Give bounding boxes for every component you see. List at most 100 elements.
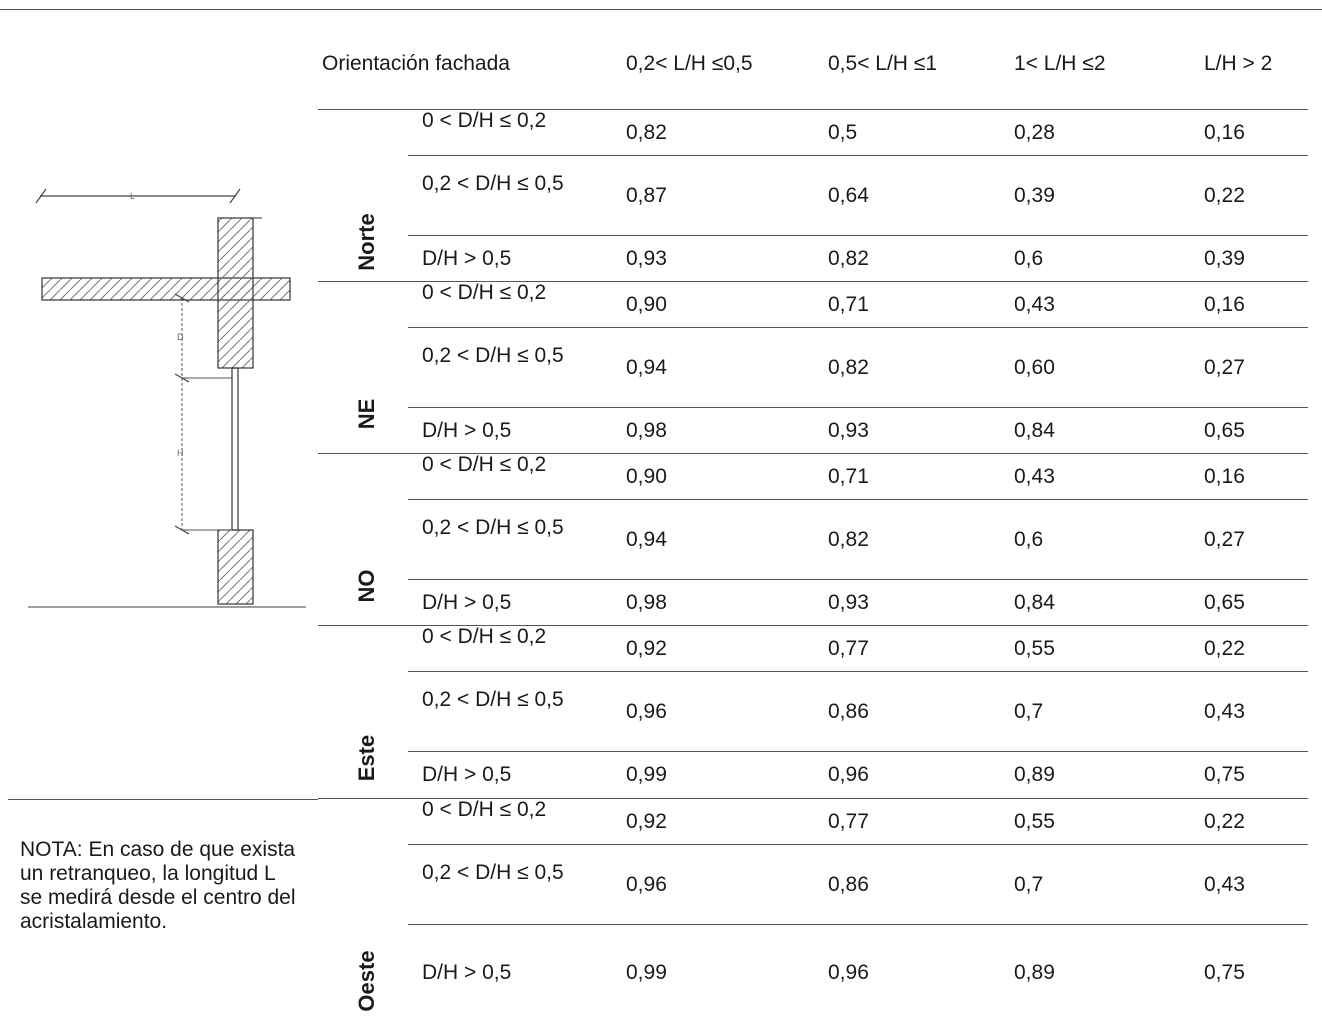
row-label: 0,2 < D/H ≤ 0,5 [422,861,564,884]
table-cell: 0,55 [1014,637,1055,660]
table-cell: 0,92 [626,637,667,660]
table-cell: 0,71 [828,293,869,316]
row-label: D/H > 0,5 [422,961,512,984]
table-cell: 0,43 [1014,293,1055,316]
row-label: D/H > 0,5 [422,763,512,786]
table-cell: 0,75 [1204,763,1245,786]
column-header-0: 0,2< L/H ≤0,5 [626,52,753,75]
table-cell: 0,16 [1204,293,1245,316]
table-cell: 0,22 [1204,637,1245,660]
wall-lower [217,529,254,605]
table-cell: 0,6 [1014,247,1044,270]
table-cell: 0,82 [828,528,869,551]
row-rule [408,924,1308,925]
table-cell: 0,39 [1014,184,1055,207]
table-cell: 0,5 [828,121,858,144]
row-label: 0,2 < D/H ≤ 0,5 [422,172,564,195]
table-cell: 0,82 [828,356,869,379]
row-label: 0 < D/H ≤ 0,2 [422,109,547,132]
table-cell: 0,60 [1014,356,1055,379]
row-label: D/H > 0,5 [422,247,512,270]
table-cell: 0,22 [1204,184,1245,207]
table-cell: 0,98 [626,419,667,442]
table-cell: 0,22 [1204,810,1245,833]
table-cell: 0,94 [626,528,667,551]
orientation-label: Este [354,734,379,782]
orientation-label: Oeste [354,950,379,1012]
orientation-label: Norte [354,213,379,271]
table-cell: 0,16 [1204,121,1245,144]
label-l: L [130,191,135,201]
glazing [231,367,239,531]
wall-upper [217,217,254,369]
table-cell: 0,89 [1014,961,1055,984]
table-cell: 0,98 [626,591,667,614]
table-cell: 0,65 [1204,419,1245,442]
table-cell: 0,84 [1014,419,1055,442]
table-cell: 0,96 [828,961,869,984]
row-label: 0 < D/H ≤ 0,2 [422,798,547,821]
overhang-section-diagram: L D H [28,188,306,608]
note-rule [8,799,318,800]
orientation-header: Orientación fachada [322,52,510,75]
row-label: 0,2 < D/H ≤ 0,5 [422,688,564,711]
table-cell: 0,93 [626,247,667,270]
table-cell: 0,43 [1014,465,1055,488]
table-cell: 0,64 [828,184,869,207]
table-cell: 0,6 [1014,528,1044,551]
row-rule [408,844,1308,845]
row-label: 0 < D/H ≤ 0,2 [422,281,547,304]
group-rule [318,281,1308,282]
table-cell: 0,92 [626,810,667,833]
table-cell: 0,96 [626,873,667,896]
row-rule [408,327,1308,328]
row-rule [408,751,1308,752]
table-cell: 0,43 [1204,873,1245,896]
table-cell: 0,82 [828,247,869,270]
table-cell: 0,82 [626,121,667,144]
row-label: D/H > 0,5 [422,419,512,442]
table-cell: 0,86 [828,700,869,723]
group-rule [318,453,1308,454]
table-cell: 0,89 [1014,763,1055,786]
table-cell: 0,99 [626,763,667,786]
column-header-3: L/H > 2 [1204,52,1273,75]
table-cell: 0,75 [1204,961,1245,984]
table-cell: 0,55 [1014,810,1055,833]
row-rule [408,499,1308,500]
table-cell: 0,90 [626,293,667,316]
table-cell: 0,77 [828,810,869,833]
label-d: D [177,332,184,342]
orientation-label: NE [354,398,379,430]
row-rule [408,407,1308,408]
dimension-d-h: D H [174,293,232,535]
row-label: D/H > 0,5 [422,591,512,614]
table-cell: 0,90 [626,465,667,488]
row-rule [408,155,1308,156]
table-cell: 0,65 [1204,591,1245,614]
column-header-1: 0,5< L/H ≤1 [828,52,938,75]
table-cell: 0,7 [1014,700,1044,723]
row-rule [408,671,1308,672]
orientation-label: NO [354,569,379,603]
top-rule [0,9,1322,10]
group-rule [318,798,1308,799]
table-cell: 0,39 [1204,247,1245,270]
dimension-l: L [35,188,241,204]
table-cell: 0,7 [1014,873,1044,896]
row-label: 0,2 < D/H ≤ 0,5 [422,344,564,367]
table-cell: 0,86 [828,873,869,896]
row-label: 0,2 < D/H ≤ 0,5 [422,516,564,539]
table-cell: 0,43 [1204,700,1245,723]
table-cell: 0,27 [1204,356,1245,379]
label-h: H [177,448,184,458]
row-label: 0 < D/H ≤ 0,2 [422,625,547,648]
column-header-2: 1< L/H ≤2 [1014,52,1106,75]
group-rule [318,625,1308,626]
table-cell: 0,71 [828,465,869,488]
table-cell: 0,93 [828,419,869,442]
table-cell: 0,77 [828,637,869,660]
note-text: NOTA: En caso de que exista un retranque… [20,838,296,933]
row-rule [408,235,1308,236]
table-cell: 0,28 [1014,121,1055,144]
